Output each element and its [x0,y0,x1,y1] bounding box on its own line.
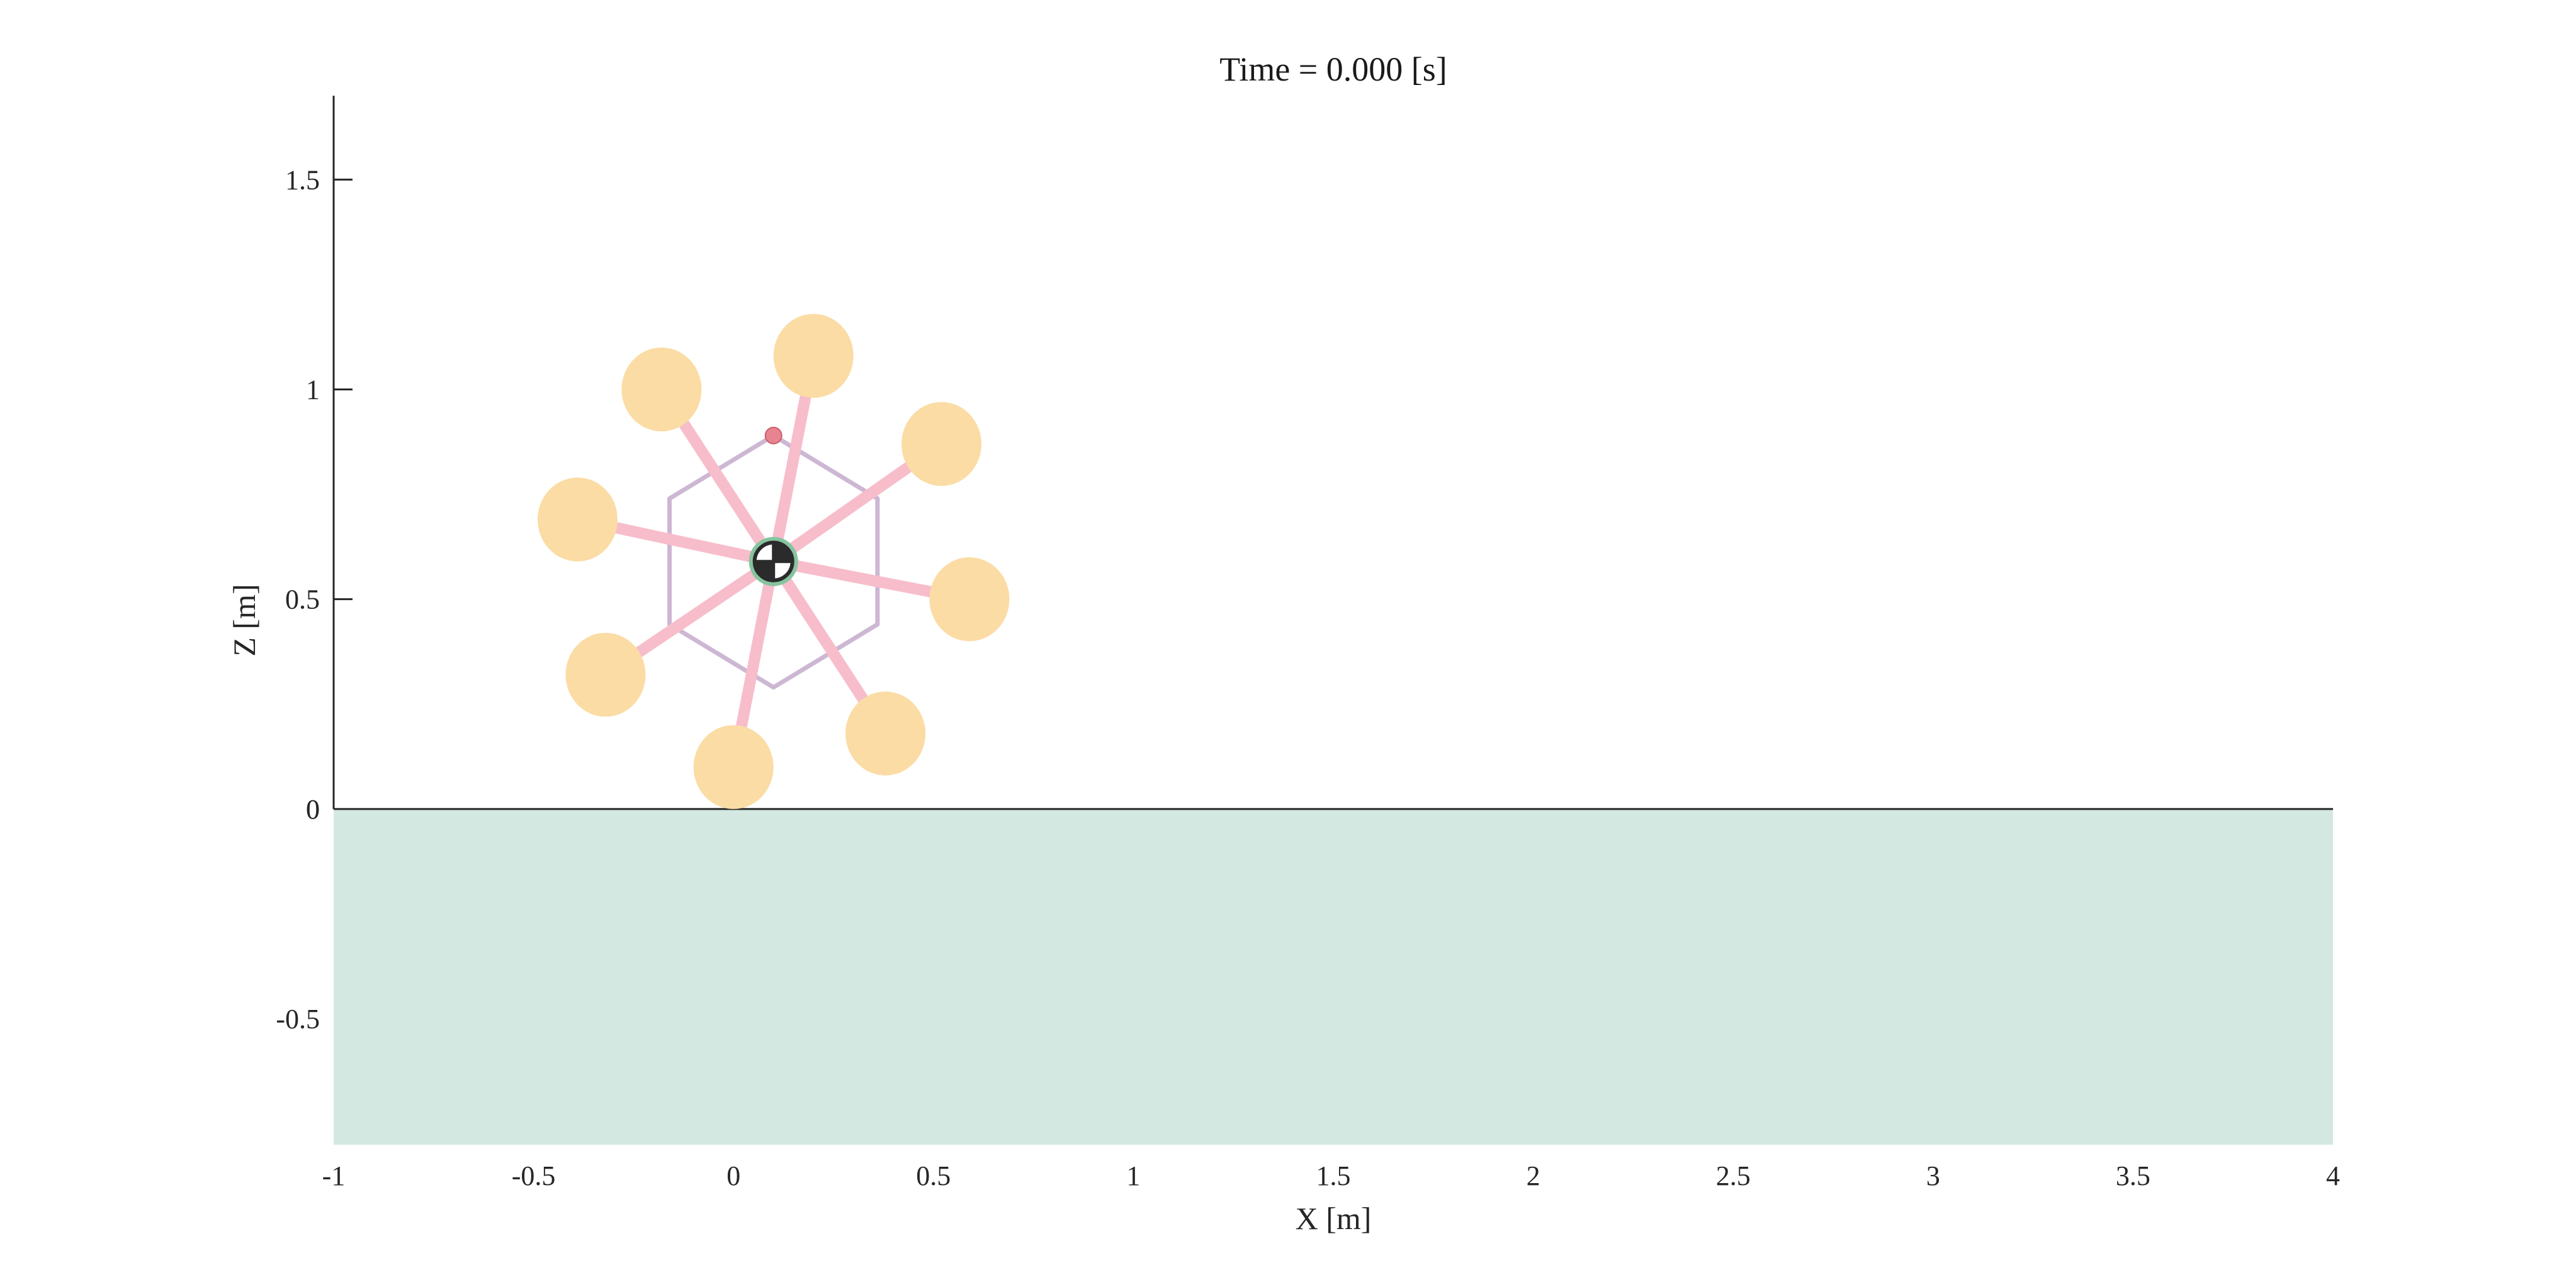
y-tick-label: 1.5 [285,164,320,195]
center-of-mass-icon [749,536,798,586]
plot-area: -0.5 0 0.5 1 1.5 0 -1 -0.5 0 0.5 1 1.5 2 2.5 3 3.5 4 [276,96,2340,1191]
y-tick-label: 0 [306,794,320,825]
y-tick-label: -0.5 [276,1004,320,1035]
wheel [537,477,618,562]
x-tick-label: 1.5 [1316,1160,1351,1191]
wheels [537,314,1010,809]
x-tick-label: 4 [2326,1160,2340,1191]
y-tick-label: 0.5 [285,584,320,615]
x-tick-label: 0 [726,1160,740,1191]
x-tick-label: 0.5 [916,1160,951,1191]
wheel [693,725,774,809]
x-axis-ticks: -1 -0.5 0 0.5 1 1.5 2 2.5 3 3.5 4 [322,1160,2340,1191]
wheel [565,632,646,717]
x-tick-label: 1 [1126,1160,1140,1191]
wheel [845,691,926,776]
reference-marker [764,426,782,445]
x-tick-label: 2.5 [1716,1160,1751,1191]
plot-title: Time = 0.000 [s] [1219,50,1447,88]
x-tick-label: 3 [1926,1160,1940,1191]
x-tick-label: 2 [1527,1160,1540,1191]
y-axis-ticks: -0.500.511.50 [276,164,353,1035]
wheel [901,402,982,486]
wheel [621,347,702,432]
wheeled-robot [537,314,1010,809]
wheel [773,314,854,398]
ground-region [334,808,2333,1145]
y-tick-label: 0 [306,794,320,825]
x-tick-label: -1 [322,1160,346,1191]
x-tick-label: -0.5 [512,1160,556,1191]
wheel [929,557,1010,642]
com-quadrant [754,561,774,581]
y-tick-label: 1 [306,374,320,405]
y-axis-label: Z [m] [227,584,262,656]
x-axis-label: X [m] [1296,1201,1372,1236]
body-hexagon [667,433,880,690]
x-tick-label: 3.5 [2116,1160,2150,1191]
com-quadrant [773,542,793,562]
